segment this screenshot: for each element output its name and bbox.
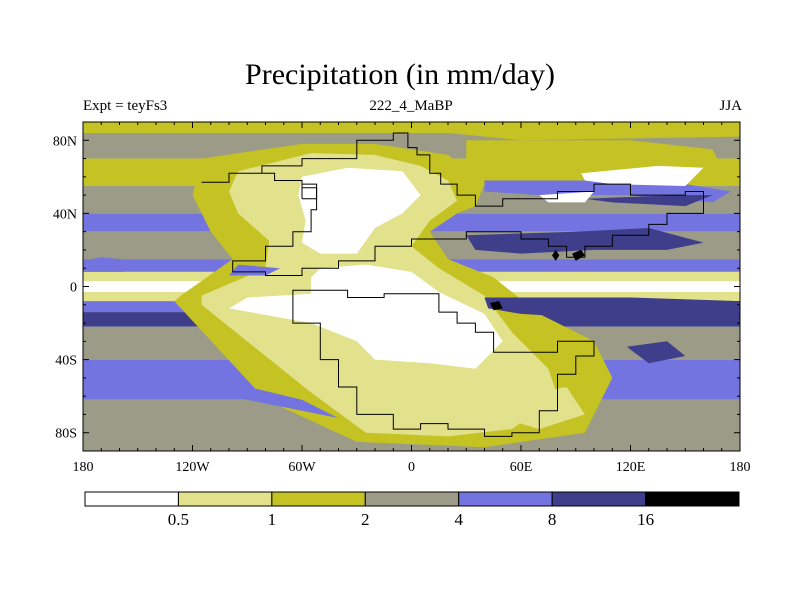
region-equatorial-east-dark <box>484 297 740 320</box>
region-west-blue-cells-2 <box>229 264 281 276</box>
colorbar-swatch-4 <box>458 491 553 507</box>
x-tick-label: 0 <box>408 460 415 475</box>
colorbar-swatch-6 <box>645 491 740 507</box>
x-tick-label: 120W <box>175 460 210 475</box>
colorbar: 0.5 1 2 4 8 16 <box>84 491 740 529</box>
region-southeast-dark-patch <box>626 341 686 364</box>
region-west-blue-cells <box>83 257 138 272</box>
colorbar-label: 2 <box>361 510 370 529</box>
region-northeast-white-patch <box>539 191 594 203</box>
region-south-light-patch <box>502 387 585 430</box>
y-tick-label: 40N <box>53 207 77 222</box>
region-southwest-blue-tongue <box>119 370 339 419</box>
y-tick-label: 80N <box>53 134 77 149</box>
coastline-segment-0 <box>201 132 704 276</box>
x-tick-label: 60E <box>510 460 533 475</box>
region-north-polar-yellow <box>83 122 740 141</box>
x-tick-label: 180 <box>730 460 751 475</box>
colorbar-swatch-2 <box>271 491 366 507</box>
region-black-max-3 <box>490 301 503 311</box>
region-black-max-2 <box>572 249 585 261</box>
y-tick-label: 0 <box>70 281 77 296</box>
colorbar-label: 4 <box>454 510 463 529</box>
colorbar-label: 0.5 <box>168 510 189 529</box>
colorbar-label: 1 <box>268 510 277 529</box>
colorbar-swatch-3 <box>364 491 460 507</box>
colorbar-label: 16 <box>637 510 654 529</box>
chart-title: Precipitation (in mm/day) <box>245 58 555 91</box>
colorbar-swatch-0 <box>84 491 179 507</box>
precipitation-field <box>83 122 740 451</box>
region-asia-dark-blue <box>466 228 704 254</box>
colorbar-label: 8 <box>548 510 557 529</box>
region-north-ocean-dark <box>584 195 713 207</box>
x-tick-label: 120E <box>616 460 646 475</box>
y-tick-label: 80S <box>55 427 77 442</box>
region-interior-dry-south <box>229 264 503 369</box>
map-axes: 180 120W 60W 0 60E 120E 180 80N 40N 0 40S 80S <box>53 122 751 475</box>
region-black-max-1 <box>552 249 560 261</box>
coastline <box>201 132 704 437</box>
colorbar-swatch-1 <box>177 491 273 507</box>
y-tick-label: 40S <box>55 354 77 369</box>
region-interior-dry-north <box>298 167 421 254</box>
coastline-segment-2 <box>301 183 318 200</box>
x-tick-label: 180 <box>73 460 94 475</box>
region-east-tip-dry <box>581 165 704 186</box>
experiment-label: Expt = teyFs3 <box>83 98 168 114</box>
period-label: 222_4_MaBP <box>369 98 453 114</box>
season-label: JJA <box>719 98 742 114</box>
coastline-segment-1 <box>292 289 595 437</box>
colorbar-swatch-5 <box>551 491 647 507</box>
x-tick-label: 60W <box>288 460 316 475</box>
